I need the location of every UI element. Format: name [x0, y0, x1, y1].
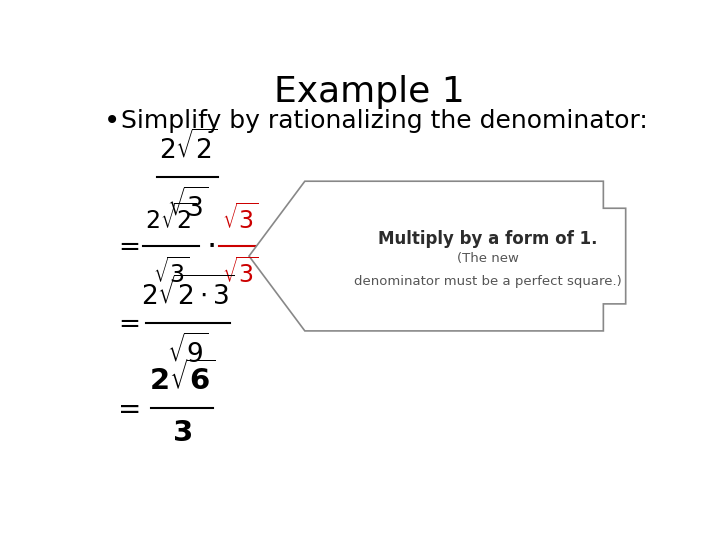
Text: $=$: $=$: [113, 233, 140, 259]
Text: $\sqrt{3}$: $\sqrt{3}$: [167, 188, 208, 224]
Text: $\mathbf{3}$: $\mathbf{3}$: [172, 420, 192, 448]
Text: Multiply by a form of 1.: Multiply by a form of 1.: [378, 231, 598, 248]
Text: (The new denominator must be a perfect square.): (The new denominator must be a perfect s…: [0, 539, 1, 540]
Text: (The new: (The new: [456, 252, 518, 265]
Text: $\sqrt{3}$: $\sqrt{3}$: [222, 258, 259, 288]
Polygon shape: [249, 181, 626, 331]
Text: $=$: $=$: [113, 309, 140, 335]
Text: $2\sqrt{2}$: $2\sqrt{2}$: [158, 131, 217, 165]
Text: Simplify by rationalizing the denominator:: Simplify by rationalizing the denominato…: [121, 109, 647, 133]
Text: $\cdot$: $\cdot$: [206, 230, 215, 261]
Text: $\sqrt{3}$: $\sqrt{3}$: [222, 204, 259, 234]
Text: $=$: $=$: [112, 394, 140, 422]
Text: •: •: [104, 107, 120, 135]
Text: $2\sqrt{2 \cdot 3}$: $2\sqrt{2 \cdot 3}$: [141, 276, 235, 311]
Text: $\sqrt{3}$: $\sqrt{3}$: [153, 258, 189, 288]
Text: $2\sqrt{2}$: $2\sqrt{2}$: [145, 204, 197, 234]
Text: Example 1: Example 1: [274, 75, 464, 109]
Text: denominator must be a perfect square.): denominator must be a perfect square.): [354, 274, 621, 287]
Text: $\sqrt{9}$: $\sqrt{9}$: [167, 334, 208, 369]
Text: $\mathbf{2\sqrt{6}}$: $\mathbf{2\sqrt{6}}$: [149, 360, 215, 396]
